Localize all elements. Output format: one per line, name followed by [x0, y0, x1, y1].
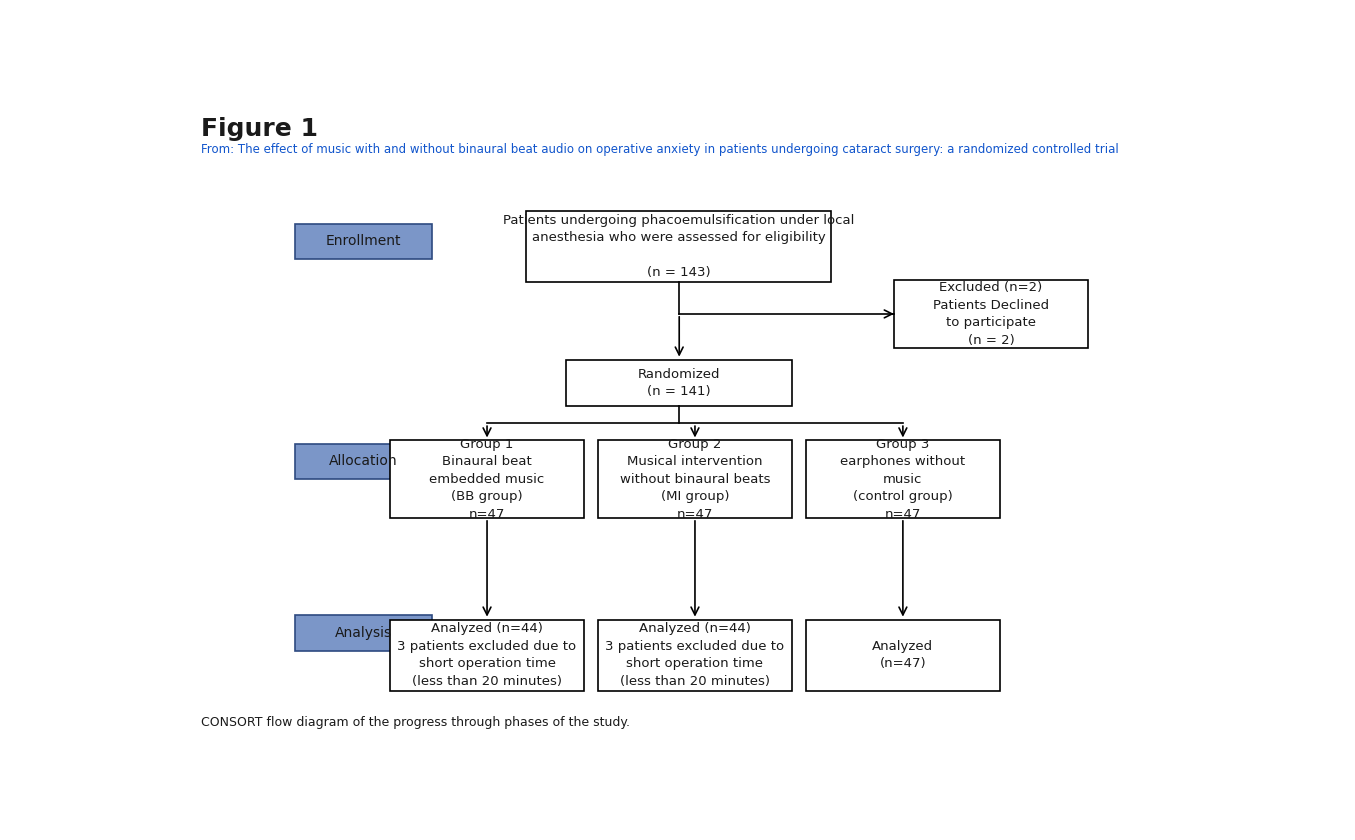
Text: Group 2
Musical intervention
without binaural beats
(MI group)
n=47: Group 2 Musical intervention without bin…: [619, 438, 770, 521]
FancyBboxPatch shape: [566, 360, 793, 406]
Text: From: The effect of music with and without binaural beat audio on operative anxi: From: The effect of music with and witho…: [201, 143, 1119, 156]
Text: Randomized
(n = 141): Randomized (n = 141): [638, 368, 721, 398]
Text: Analysis: Analysis: [335, 626, 392, 640]
Text: CONSORT flow diagram of the progress through phases of the study.: CONSORT flow diagram of the progress thr…: [201, 717, 630, 729]
Text: Analyzed (n=44)
3 patients excluded due to
short operation time
(less than 20 mi: Analyzed (n=44) 3 patients excluded due …: [606, 622, 785, 688]
FancyBboxPatch shape: [598, 440, 793, 518]
FancyBboxPatch shape: [598, 620, 793, 690]
Text: Figure 1: Figure 1: [201, 117, 318, 141]
FancyBboxPatch shape: [295, 444, 432, 479]
FancyBboxPatch shape: [806, 620, 1000, 690]
FancyBboxPatch shape: [806, 440, 1000, 518]
FancyBboxPatch shape: [894, 280, 1088, 348]
Text: Allocation: Allocation: [329, 454, 398, 469]
Text: Patients undergoing phacoemulsification under local
anesthesia who were assessed: Patients undergoing phacoemulsification …: [503, 213, 855, 279]
Text: Excluded (n=2)
Patients Declined
to participate
(n = 2): Excluded (n=2) Patients Declined to part…: [934, 281, 1049, 347]
FancyBboxPatch shape: [526, 211, 831, 282]
Text: Group 1
Binaural beat
embedded music
(BB group)
n=47: Group 1 Binaural beat embedded music (BB…: [430, 438, 545, 521]
Text: Enrollment: Enrollment: [327, 234, 401, 249]
Text: Analyzed (n=44)
3 patients excluded due to
short operation time
(less than 20 mi: Analyzed (n=44) 3 patients excluded due …: [397, 622, 577, 688]
FancyBboxPatch shape: [295, 615, 432, 650]
FancyBboxPatch shape: [390, 440, 584, 518]
FancyBboxPatch shape: [295, 223, 432, 260]
Text: Analyzed
(n=47): Analyzed (n=47): [873, 640, 934, 670]
FancyBboxPatch shape: [390, 620, 584, 690]
Text: Group 3
earphones without
music
(control group)
n=47: Group 3 earphones without music (control…: [840, 438, 966, 521]
